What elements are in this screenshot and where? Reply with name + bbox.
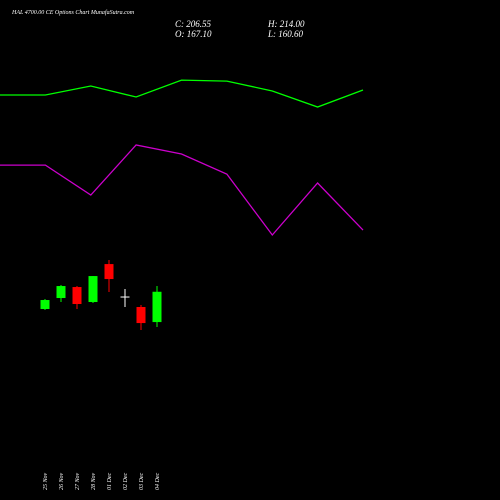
stat-close: C: 206.55 bbox=[175, 19, 212, 29]
candle-body bbox=[136, 307, 146, 324]
stat-high: H: 214.00 bbox=[267, 19, 305, 29]
indicator-line bbox=[0, 79, 364, 108]
chart-title: HAL 4700.00 CE Options Chart MunafaSutra… bbox=[11, 9, 135, 16]
candle-body bbox=[40, 300, 50, 310]
candle-body bbox=[88, 276, 98, 303]
indicator-line bbox=[0, 144, 364, 237]
x-tick-label: 03 Dec bbox=[139, 473, 145, 490]
x-tick-label: 02 Dec bbox=[123, 473, 129, 490]
x-tick-label: 28 Nov bbox=[91, 472, 97, 490]
candle-body bbox=[72, 287, 82, 305]
candle-body bbox=[56, 286, 66, 299]
stat-low: L: 160.60 bbox=[267, 29, 304, 39]
x-tick-label: 01 Dec bbox=[107, 473, 113, 490]
x-tick-label: 27 Nov bbox=[75, 472, 81, 490]
x-tick-label: 26 Nov bbox=[59, 472, 65, 490]
candle-body bbox=[104, 264, 114, 280]
stat-open: O: 167.10 bbox=[175, 29, 212, 39]
x-tick-label: 25 Nov bbox=[43, 472, 49, 490]
candle-body bbox=[152, 291, 162, 323]
x-tick-label: 04 Dec bbox=[154, 473, 161, 490]
